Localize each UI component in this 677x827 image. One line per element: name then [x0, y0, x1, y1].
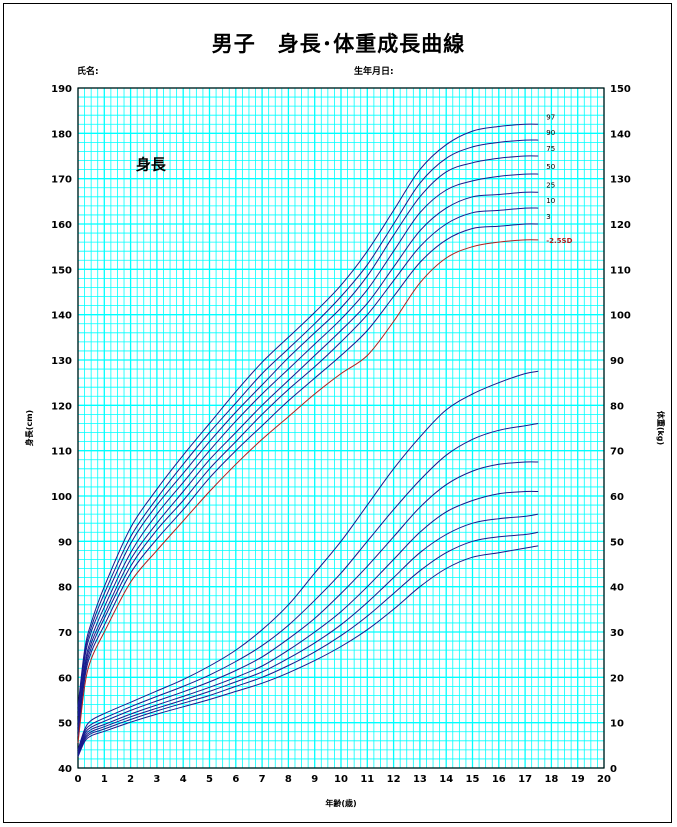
- y-tick-label-right: 130: [610, 175, 631, 186]
- weight-curve: [77, 490, 539, 755]
- x-tick-label: 6: [232, 774, 239, 785]
- name-label: 氏名:: [77, 67, 99, 77]
- y-tick-label-right: 80: [610, 401, 624, 412]
- y-tick-label-left: 110: [51, 447, 72, 458]
- percentile-label: 25: [546, 181, 555, 189]
- percentile-labels: 97 90 75 50 25 10 3 -2.5SD: [546, 113, 572, 245]
- x-tick-label: 16: [492, 774, 506, 785]
- x-tick-label: 0: [75, 774, 82, 785]
- y-tick-label-right: 10: [610, 719, 624, 730]
- percentile-label: 75: [546, 145, 555, 153]
- y-tick-label-left: 150: [51, 265, 72, 276]
- y-tick-label-right: 20: [610, 673, 624, 684]
- y-tick-label-left: 120: [51, 401, 72, 412]
- y-tick-label-right: 60: [610, 492, 624, 503]
- height-curve: [77, 239, 539, 744]
- y-tick-label-left: 100: [51, 492, 72, 503]
- y-axis-label-left: 身長(cm): [24, 410, 34, 446]
- height-curve: [77, 123, 539, 707]
- y-tick-label-left: 160: [51, 220, 72, 231]
- x-tick-label: 19: [571, 774, 585, 785]
- x-tick-label: 1: [101, 774, 108, 785]
- percentile-label: 3: [546, 213, 550, 221]
- height-curve: [77, 207, 539, 732]
- percentile-label: 50: [546, 163, 555, 171]
- y-tick-label-left: 40: [58, 764, 72, 775]
- weight-curve: [77, 461, 539, 753]
- page-title: 男子 身長･体重成長曲線: [211, 32, 466, 56]
- x-tick-label: 10: [334, 774, 348, 785]
- y-tick-label-right: 90: [610, 356, 624, 367]
- y-tick-label-right: 140: [610, 129, 631, 140]
- y-tick-label-left: 130: [51, 356, 72, 367]
- percentile-label: 10: [546, 197, 555, 205]
- chart-grid: [77, 87, 605, 769]
- y-tick-label-right: 30: [610, 628, 624, 639]
- x-tick-label: 9: [311, 774, 318, 785]
- y-tick-label-left: 50: [58, 719, 72, 730]
- birth-date-label: 生年月日:: [354, 67, 394, 77]
- percentile-label: 97: [546, 113, 555, 121]
- y-tick-label-right: 100: [610, 311, 631, 322]
- x-tick-label: 12: [387, 774, 401, 785]
- height-curve: [77, 139, 539, 712]
- y-tick-label-left: 90: [58, 537, 72, 548]
- weight-curve: [77, 545, 539, 757]
- x-tick-label: 17: [518, 774, 532, 785]
- y-tick-label-left: 170: [51, 175, 72, 186]
- weight-curve: [77, 513, 539, 756]
- x-tick-label: 14: [439, 774, 453, 785]
- x-tick-label: 2: [127, 774, 134, 785]
- x-axis-label: 年齢(歳): [325, 798, 356, 808]
- weight-curve: [77, 531, 539, 756]
- x-tick-label: 3: [153, 774, 160, 785]
- x-tick-label: 18: [544, 774, 558, 785]
- y-tick-label-right: 50: [610, 537, 624, 548]
- height-curve: [77, 191, 539, 728]
- x-tick-label: 7: [259, 774, 266, 785]
- y-tick-label-right: 70: [610, 447, 624, 458]
- y-tick-label-right: 0: [610, 764, 617, 775]
- weight-curve: [77, 370, 539, 751]
- x-tick-label: 11: [360, 774, 374, 785]
- height-annotation: 身長: [136, 156, 167, 174]
- x-tick-label: 20: [597, 774, 611, 785]
- y-tick-label-right: 150: [610, 84, 631, 95]
- height-curve: [77, 155, 539, 716]
- height-curve: [77, 223, 539, 737]
- y-tick-label-right: 120: [610, 220, 631, 231]
- y-tick-label-left: 60: [58, 673, 72, 684]
- y-tick-label-left: 70: [58, 628, 72, 639]
- chart-frame: [3, 3, 672, 823]
- y-tick-label-left: 140: [51, 311, 72, 322]
- y-axis-label-right: 体重(kg): [656, 411, 666, 445]
- percentile-label: 90: [546, 129, 555, 137]
- x-tick-label: 4: [180, 774, 187, 785]
- y-tick-label-left: 80: [58, 583, 72, 594]
- percentile-label: -2.5SD: [546, 237, 572, 245]
- y-tick-label-left: 190: [51, 84, 72, 95]
- y-tick-label-right: 110: [610, 265, 631, 276]
- weight-curve: [77, 423, 539, 752]
- y-tick-label-left: 180: [51, 129, 72, 140]
- curves: [77, 123, 539, 757]
- x-tick-label: 15: [466, 774, 480, 785]
- y-tick-label-right: 40: [610, 583, 624, 594]
- x-tick-label: 13: [413, 774, 427, 785]
- axis-ticks: 0 1 2 3 4 5 6 7 8 9 10 11 12 13 14 15 16 17 18 19 2040506070…: [51, 84, 631, 785]
- plot-border: [77, 87, 605, 769]
- height-curve: [77, 173, 539, 723]
- x-tick-label: 5: [206, 774, 213, 785]
- x-tick-label: 8: [285, 774, 292, 785]
